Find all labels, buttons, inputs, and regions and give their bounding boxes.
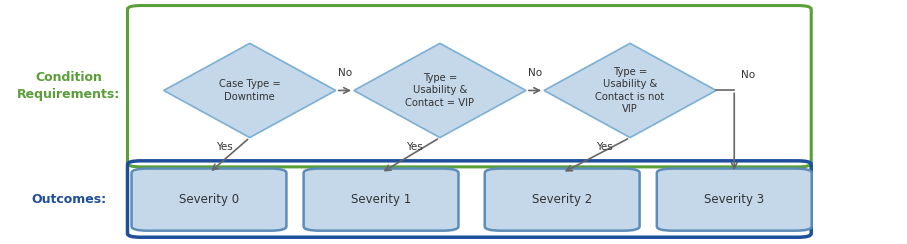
Text: Severity 2: Severity 2 (532, 193, 592, 206)
Text: No: No (528, 69, 542, 79)
Text: Severity 0: Severity 0 (179, 193, 239, 206)
Text: No: No (337, 69, 352, 79)
Text: Case Type =
Downtime: Case Type = Downtime (219, 79, 280, 102)
Polygon shape (544, 43, 717, 138)
FancyBboxPatch shape (304, 169, 458, 231)
Text: Condition
Requirements:: Condition Requirements: (17, 71, 121, 101)
Text: Severity 3: Severity 3 (704, 193, 765, 206)
FancyBboxPatch shape (132, 169, 287, 231)
FancyBboxPatch shape (657, 169, 812, 231)
Text: Yes: Yes (216, 142, 233, 152)
Polygon shape (163, 43, 336, 138)
Text: Type =
Usability &
Contact = VIP: Type = Usability & Contact = VIP (405, 73, 474, 108)
Text: Type =
Usability &
Contact is not
VIP: Type = Usability & Contact is not VIP (596, 67, 665, 114)
Text: Severity 1: Severity 1 (351, 193, 411, 206)
Polygon shape (354, 43, 526, 138)
FancyBboxPatch shape (484, 169, 639, 231)
Text: Yes: Yes (406, 142, 423, 152)
Text: No: No (741, 70, 755, 80)
Text: Outcomes:: Outcomes: (31, 193, 106, 206)
Text: Yes: Yes (597, 142, 613, 152)
